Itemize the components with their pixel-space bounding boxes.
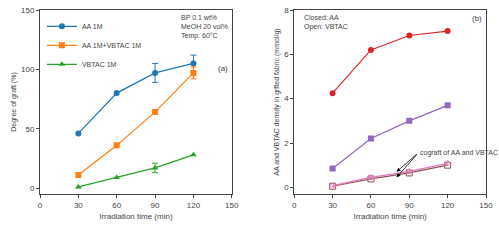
- svg-text:30: 30: [74, 201, 83, 210]
- svg-text:90: 90: [405, 201, 414, 210]
- svg-text:90: 90: [151, 201, 160, 210]
- svg-text:0: 0: [38, 201, 43, 210]
- svg-text:Irradiation time (min): Irradiation time (min): [99, 212, 173, 221]
- svg-text:50: 50: [25, 125, 34, 134]
- svg-text:60: 60: [366, 201, 375, 210]
- svg-text:0: 0: [30, 184, 35, 193]
- svg-text:Degree of graft (%): Degree of graft (%): [10, 72, 18, 132]
- svg-text:VBTAC 1M: VBTAC 1M: [82, 61, 117, 68]
- svg-text:150: 150: [21, 6, 35, 15]
- svg-text:8: 8: [284, 6, 289, 15]
- svg-text:60: 60: [112, 201, 121, 210]
- svg-text:AA 1M+VBTAC 1M: AA 1M+VBTAC 1M: [82, 42, 141, 49]
- svg-text:AA and VBTAC density in grfted: AA and VBTAC density in grfted fabric (m…: [273, 28, 281, 175]
- svg-text:0: 0: [284, 183, 289, 192]
- svg-text:100: 100: [21, 65, 35, 74]
- svg-text:BP 0.1 wt%MeOH 20 vol%Temp. 60: BP 0.1 wt%MeOH 20 vol%Temp. 60°C: [181, 14, 228, 40]
- svg-text:150: 150: [225, 201, 239, 210]
- svg-text:Irradiation time (min): Irradiation time (min): [353, 212, 427, 221]
- svg-text:6: 6: [284, 50, 289, 59]
- svg-text:150: 150: [479, 201, 493, 210]
- svg-text:0: 0: [292, 201, 297, 210]
- svg-text:cograft of AA and VBTAC: cograft of AA and VBTAC: [420, 149, 498, 157]
- svg-text:120: 120: [441, 201, 455, 210]
- svg-text:120: 120: [187, 201, 201, 210]
- svg-text:4: 4: [284, 94, 289, 103]
- svg-text:30: 30: [328, 201, 337, 210]
- svg-text:AA 1M: AA 1M: [82, 23, 103, 30]
- svg-text:2: 2: [284, 139, 289, 148]
- svg-text:(b): (b): [472, 14, 482, 23]
- svg-text:(a): (a): [218, 64, 228, 73]
- svg-text:Closed: AAOpen: VBTAC: Closed: AAOpen: VBTAC: [304, 14, 348, 31]
